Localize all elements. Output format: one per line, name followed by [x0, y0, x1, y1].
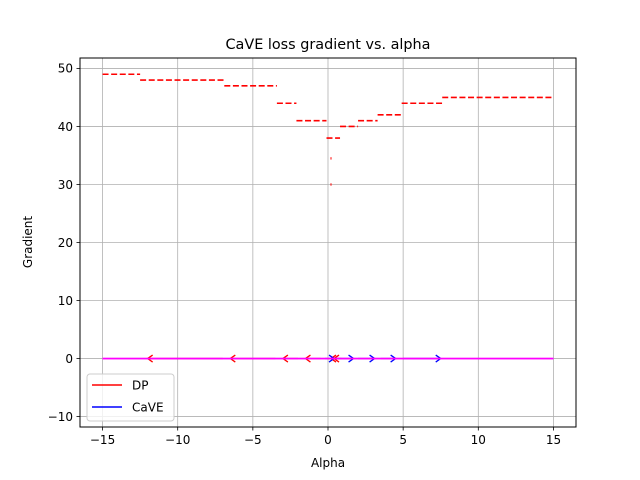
y-tick-label: −10 [48, 410, 73, 424]
grid [80, 58, 576, 427]
x-tick-label: −10 [165, 433, 190, 447]
x-tick-label: 10 [471, 433, 486, 447]
y-tick-label: 30 [58, 178, 73, 192]
y-axis-label: Gradient [21, 216, 35, 269]
x-axis-label: Alpha [311, 456, 345, 470]
y-tick-label: 50 [58, 62, 73, 76]
y-tick-label: 0 [65, 352, 73, 366]
legend-label-dp: DP [132, 379, 148, 393]
legend-label-cave: CaVE [132, 401, 164, 415]
x-tick-label: −15 [90, 433, 115, 447]
x-tick-label: 5 [399, 433, 407, 447]
y-tick-label: 20 [58, 236, 73, 250]
y-tick-label: 10 [58, 294, 73, 308]
x-tick-label: 0 [324, 433, 332, 447]
data-layer [102, 73, 554, 363]
legend: DP CaVE [86, 373, 175, 422]
x-tick-label: 15 [546, 433, 561, 447]
x-tick-label: −5 [244, 433, 262, 447]
chart-title: CaVE loss gradient vs. alpha [226, 37, 431, 53]
y-tick-label: 40 [58, 120, 73, 134]
ticks: −15 −10 −5 0 5 10 15 −10 0 10 20 30 40 50 [48, 62, 561, 447]
